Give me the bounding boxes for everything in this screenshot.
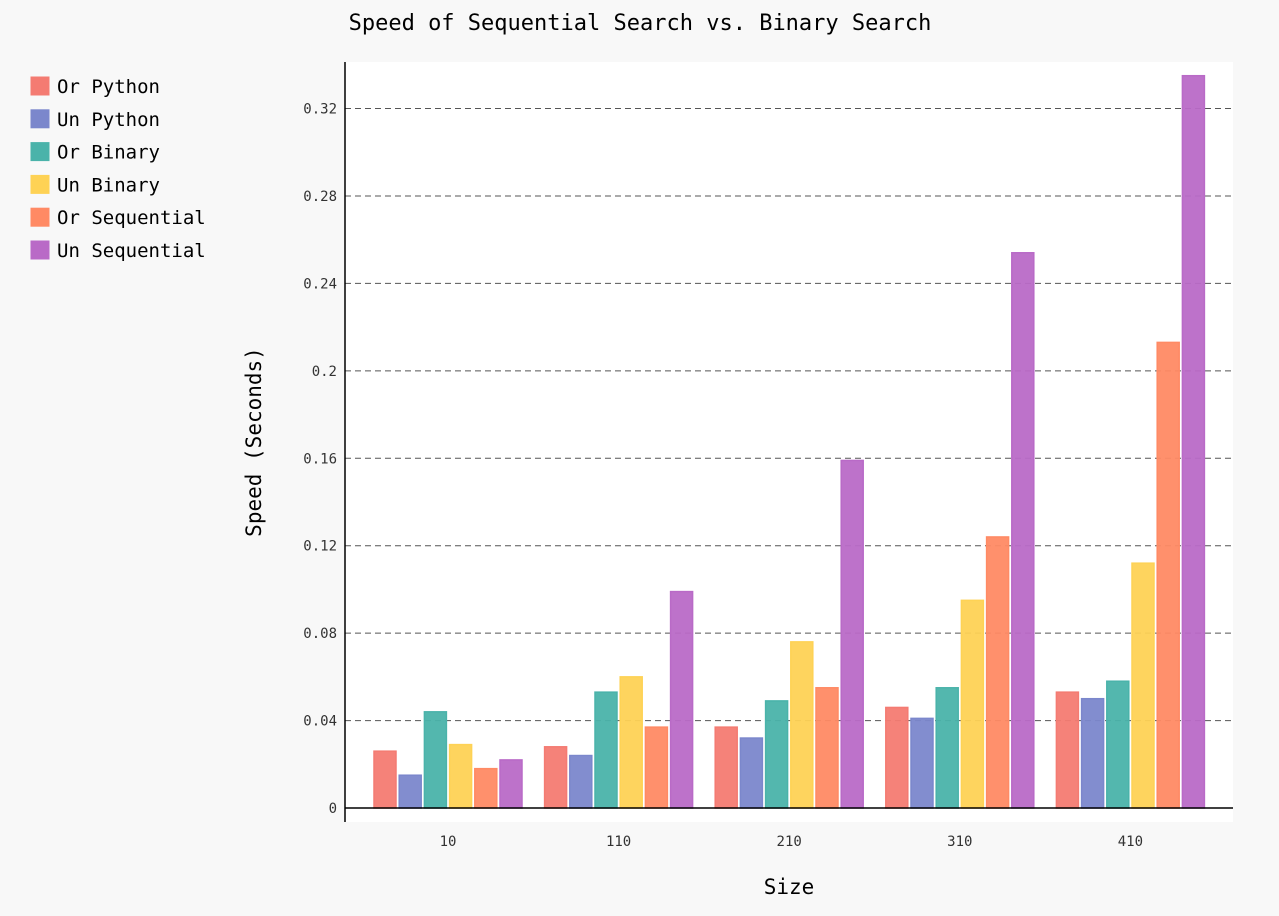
x-axis-title: Size [764, 875, 815, 899]
chart-title: Speed of Sequential Search vs. Binary Se… [349, 11, 932, 36]
bar-un-python [569, 754, 593, 809]
bar-or-binary [594, 691, 618, 809]
legend-swatch [30, 240, 50, 260]
bar-un-binary [790, 641, 814, 809]
y-axis-ticks: 0 0.04 0.08 0.12 0.16 0.2 0.24 0.28 0.32 [303, 102, 337, 818]
y-tick-label: 0.12 [303, 539, 337, 555]
legend-swatch [30, 76, 50, 96]
bar-un-binary [619, 676, 643, 809]
legend-swatch [30, 174, 50, 194]
y-tick-label: 0.32 [303, 102, 337, 118]
bar-un-binary [960, 599, 985, 809]
y-tick-label: 0.2 [312, 364, 337, 380]
bar-or-sequential [1156, 341, 1180, 809]
y-axis-title: Speed (Seconds) [242, 347, 266, 537]
bar-or-sequential [985, 536, 1010, 809]
x-tick-label: 110 [606, 834, 631, 850]
bar-un-python [398, 774, 422, 809]
bar-or-python [885, 706, 909, 809]
y-tick-label: 0 [329, 801, 337, 817]
bar-un-sequential [840, 459, 864, 809]
legend-label: Un Binary [57, 174, 160, 196]
bar-un-binary [448, 743, 473, 809]
bar-un-sequential [1011, 252, 1035, 809]
bar-or-python [1055, 691, 1080, 809]
bar-un-sequential [499, 759, 523, 809]
y-tick-label: 0.16 [303, 451, 337, 467]
bar-or-python [373, 750, 397, 809]
legend-label: Or Binary [57, 142, 160, 164]
legend-label: Un Sequential [57, 240, 206, 262]
legend-label: Un Python [57, 109, 160, 131]
grid-lines [345, 108, 1233, 722]
legend-label: Or Python [57, 76, 160, 98]
plot-area [345, 62, 1233, 822]
bar-or-python [714, 726, 738, 809]
bar-or-binary [935, 687, 959, 809]
y-tick-label: 0.08 [303, 626, 337, 642]
bar-un-binary [1131, 562, 1155, 809]
legend-swatch [30, 207, 50, 227]
legend: Or Python Un Python Or Binary Un Binary Or S… [30, 76, 206, 262]
bar-or-binary [423, 711, 448, 809]
x-tick-label: 410 [1118, 834, 1143, 850]
bar-un-python [910, 717, 934, 809]
bar-un-sequential [1181, 74, 1206, 809]
legend-swatch [30, 142, 50, 162]
x-tick-label: 310 [947, 834, 972, 850]
bar-or-binary [1106, 680, 1130, 809]
bar-or-python [543, 746, 568, 809]
x-axis-ticks: 10 110 210 310 410 [440, 834, 1143, 850]
y-tick-label: 0.04 [303, 714, 337, 730]
bar-or-sequential [474, 767, 498, 809]
bar-or-sequential [644, 726, 669, 809]
bar-un-python [739, 737, 764, 809]
legend-swatch [30, 109, 50, 129]
legend-label: Or Sequential [57, 207, 206, 229]
x-tick-label: 10 [440, 834, 457, 850]
bar-or-binary [764, 700, 789, 809]
bars [373, 74, 1206, 809]
bar-or-sequential [815, 687, 839, 809]
x-tick-label: 210 [777, 834, 802, 850]
bar-un-python [1080, 697, 1105, 809]
y-tick-label: 0.28 [303, 189, 337, 205]
y-tick-label: 0.24 [303, 276, 337, 292]
bar-un-sequential [669, 590, 694, 809]
